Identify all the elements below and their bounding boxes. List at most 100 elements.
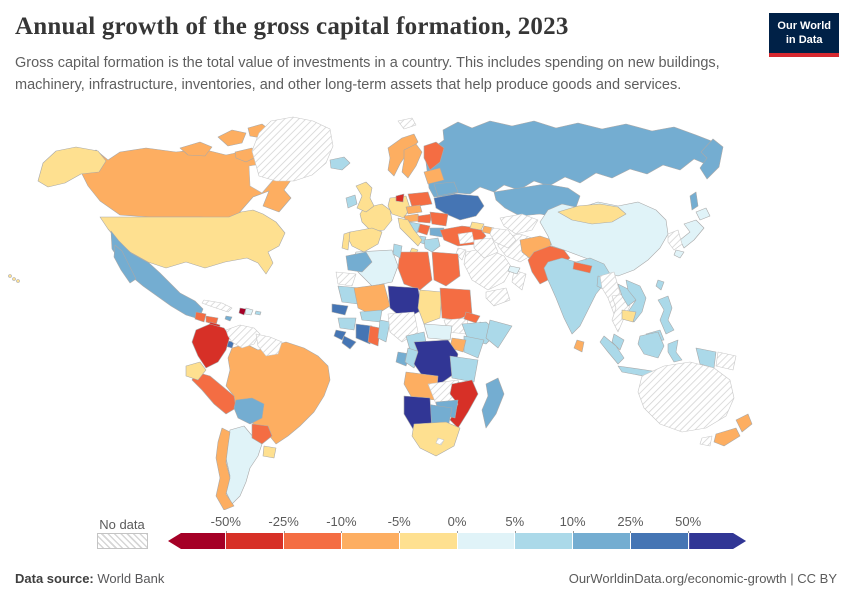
country-japan-hokkaido[interactable] [695, 207, 711, 221]
legend-bin[interactable] [168, 533, 226, 549]
country-cote-divoire[interactable] [355, 323, 373, 345]
country-uzbekistan[interactable] [499, 213, 539, 235]
country-western-sahara[interactable] [335, 271, 357, 287]
country-nepal[interactable] [572, 261, 593, 274]
country-romania[interactable] [429, 211, 449, 227]
country-ecuador[interactable] [185, 361, 207, 381]
country-bolivia[interactable] [233, 397, 265, 425]
country-ireland[interactable] [345, 194, 358, 209]
country-yemen[interactable] [485, 287, 511, 307]
country-sudan[interactable] [439, 287, 473, 321]
country-uae[interactable] [507, 265, 521, 275]
country-portugal[interactable] [341, 231, 351, 251]
country-south-africa[interactable] [411, 421, 461, 457]
country-chad[interactable] [417, 289, 443, 325]
country-greece[interactable] [423, 237, 441, 253]
country-serbia[interactable] [417, 223, 431, 236]
country-papua-new-guinea[interactable] [715, 351, 737, 371]
country-kenya[interactable] [463, 335, 485, 359]
country-indonesia-sumatra[interactable] [599, 335, 625, 365]
country-peru[interactable] [191, 371, 237, 415]
country-united-states-alaska[interactable] [37, 146, 107, 188]
legend-bin[interactable] [225, 533, 284, 549]
country-guatemala[interactable] [194, 311, 207, 323]
country-russia-sakhalin[interactable] [689, 191, 699, 211]
country-ukraine[interactable] [433, 193, 485, 221]
country-tanzania[interactable] [449, 355, 479, 383]
country-indonesia-sulawesi[interactable] [667, 339, 683, 363]
country-svalbard[interactable] [397, 117, 417, 130]
country-korea[interactable] [667, 229, 683, 251]
country-australia[interactable] [637, 361, 735, 433]
country-oman[interactable] [511, 269, 527, 291]
country-guyana-suriname[interactable] [255, 333, 283, 357]
country-morocco[interactable] [345, 251, 373, 273]
country-jordan[interactable] [455, 247, 467, 261]
country-iraq[interactable] [473, 237, 499, 259]
country-jamaica[interactable] [224, 315, 233, 322]
country-czechia[interactable] [405, 204, 423, 215]
country-italy[interactable] [397, 217, 423, 247]
country-sweden[interactable] [401, 143, 423, 179]
legend-bin[interactable] [631, 533, 690, 549]
country-somalia[interactable] [485, 319, 513, 349]
country-germany[interactable] [387, 195, 411, 219]
owid-logo[interactable]: Our World in Data [769, 13, 839, 57]
country-colombia[interactable] [191, 323, 231, 369]
country-togo-benin[interactable] [377, 319, 391, 343]
country-iceland[interactable] [329, 156, 351, 171]
legend-bin[interactable] [515, 533, 574, 549]
country-hungary[interactable] [417, 213, 433, 224]
country-russia-kamchatka[interactable] [699, 138, 724, 180]
country-cuba[interactable] [201, 299, 233, 313]
country-russia[interactable] [425, 120, 720, 198]
country-united-states-hawaii1[interactable] [8, 274, 12, 278]
country-canada-arctic1[interactable] [217, 129, 247, 147]
country-tunisia[interactable] [392, 243, 403, 259]
country-malaysia[interactable] [611, 333, 625, 351]
country-haiti[interactable] [238, 307, 247, 316]
legend-bin[interactable] [283, 533, 342, 549]
country-japan-kyushu[interactable] [673, 249, 685, 259]
country-egypt[interactable] [431, 251, 461, 287]
country-georgia[interactable] [469, 221, 485, 231]
country-cambodia[interactable] [621, 309, 637, 323]
country-libya[interactable] [397, 251, 433, 291]
data-source-value[interactable]: World Bank [97, 571, 165, 586]
country-canada-arctic3[interactable] [179, 141, 213, 157]
country-venezuela[interactable] [225, 324, 261, 349]
country-baltics[interactable] [423, 167, 445, 185]
country-united-states-hawaii3[interactable] [16, 279, 20, 283]
country-sri-lanka[interactable] [573, 339, 585, 353]
legend-bin[interactable] [457, 533, 516, 549]
country-new-zealand-north[interactable] [735, 413, 753, 433]
legend-bin[interactable] [341, 533, 400, 549]
country-united-states-hawaii2[interactable] [12, 277, 16, 281]
country-australia-tasmania[interactable] [699, 435, 713, 447]
country-poland[interactable] [407, 191, 433, 208]
legend-bin[interactable] [399, 533, 458, 549]
country-japan-honshu[interactable] [679, 219, 705, 249]
country-chile[interactable] [215, 427, 235, 510]
country-senegal[interactable] [331, 303, 349, 316]
country-central-african-republic[interactable] [423, 323, 453, 341]
country-turkmenistan[interactable] [489, 227, 517, 249]
country-ghana[interactable] [367, 325, 381, 347]
country-mexico-baja[interactable] [113, 244, 137, 284]
country-greenland[interactable] [251, 116, 334, 182]
country-denmark[interactable] [395, 193, 405, 203]
country-indonesia-borneo[interactable] [637, 331, 665, 359]
legend-bin[interactable] [573, 533, 632, 549]
country-burkina-faso[interactable] [359, 309, 383, 323]
country-dominican-republic[interactable] [244, 307, 254, 316]
country-sierra-leone[interactable] [333, 329, 347, 341]
country-lesotho[interactable] [435, 437, 445, 446]
country-uruguay[interactable] [262, 445, 277, 459]
country-france[interactable] [359, 203, 393, 233]
country-spain[interactable] [347, 227, 383, 253]
country-new-zealand-south[interactable] [713, 427, 741, 447]
country-united-kingdom[interactable] [355, 181, 375, 213]
country-belarus[interactable] [433, 181, 459, 197]
legend-bin[interactable] [689, 533, 746, 549]
country-madagascar[interactable] [481, 377, 505, 429]
